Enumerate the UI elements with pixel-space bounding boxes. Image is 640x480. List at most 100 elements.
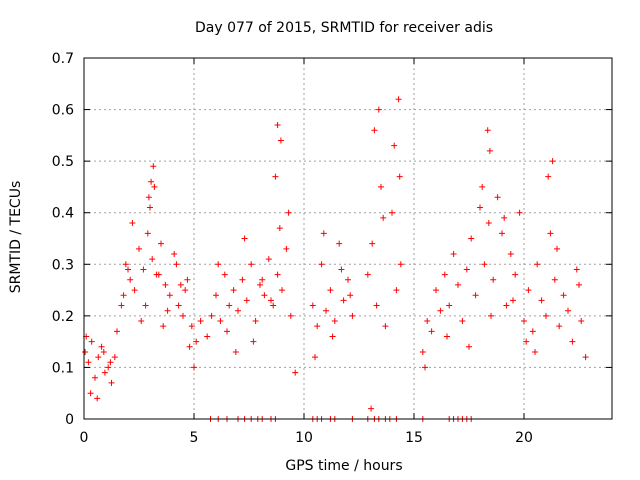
data-point — [488, 312, 494, 319]
data-point — [95, 354, 102, 361]
data-point — [576, 281, 582, 288]
data-point — [108, 379, 115, 386]
data-point — [162, 281, 169, 288]
data-point — [292, 369, 299, 376]
data-point — [486, 147, 493, 154]
data-point — [186, 343, 193, 350]
data-point — [391, 142, 398, 149]
data-point — [450, 250, 457, 257]
data-point — [277, 137, 284, 144]
data-point — [481, 261, 488, 268]
plot-frame — [83, 57, 613, 420]
data-point — [180, 312, 186, 319]
data-point — [543, 312, 549, 319]
data-point — [424, 318, 431, 325]
data-point — [472, 292, 479, 299]
data-point — [173, 261, 180, 268]
data-point — [182, 287, 189, 294]
y-tick-label: 0.5 — [52, 154, 74, 170]
data-point — [127, 276, 134, 283]
data-point — [395, 96, 402, 103]
data-point — [213, 292, 219, 299]
data-point — [136, 245, 142, 252]
data-point — [364, 271, 371, 278]
data-point — [155, 271, 162, 278]
data-point — [166, 292, 173, 299]
data-point — [382, 323, 389, 330]
data-point — [551, 276, 558, 283]
data-point — [368, 405, 375, 412]
data-point — [272, 173, 279, 180]
y-tick-label: 0.7 — [52, 51, 74, 67]
data-point — [485, 220, 492, 227]
grid — [84, 58, 612, 419]
x-tick-label: 10 — [295, 430, 313, 446]
data-point — [235, 307, 241, 314]
data-point — [226, 302, 233, 309]
data-point — [241, 235, 248, 242]
data-point — [100, 348, 107, 355]
data-point — [142, 302, 149, 309]
data-point — [248, 261, 255, 268]
data-point — [252, 318, 259, 325]
data-point — [283, 245, 290, 252]
data-point — [455, 281, 461, 288]
data-point — [243, 297, 250, 304]
data-point — [560, 292, 567, 299]
data-point — [285, 209, 292, 216]
data-point — [105, 364, 112, 371]
data-point — [371, 127, 378, 134]
data-point — [378, 183, 384, 190]
data-point — [265, 256, 272, 263]
data-point — [419, 348, 426, 355]
data-point — [323, 307, 329, 314]
data-point — [479, 183, 486, 190]
data-point — [120, 292, 127, 299]
data-point — [441, 271, 448, 278]
data-point — [184, 276, 191, 283]
data-point — [94, 395, 101, 402]
data-point — [437, 307, 444, 314]
data-point — [118, 302, 125, 309]
data-point — [340, 297, 347, 304]
data-point — [510, 297, 516, 304]
data-point — [312, 354, 318, 361]
data-point — [397, 261, 404, 268]
x-tick-label: 15 — [405, 430, 423, 446]
data-point — [88, 338, 95, 345]
data-point — [98, 343, 105, 350]
data-point — [532, 348, 538, 355]
data-point — [188, 323, 195, 330]
data-point — [345, 276, 351, 283]
data-point — [193, 338, 200, 345]
data-point — [197, 318, 204, 325]
data-point — [274, 122, 281, 129]
data-point — [177, 281, 184, 288]
data-point — [309, 302, 316, 309]
data-point — [101, 369, 108, 376]
data-point — [347, 292, 354, 299]
data-point — [375, 106, 382, 113]
data-point — [338, 266, 345, 273]
data-point — [144, 230, 151, 237]
data-point — [396, 173, 403, 180]
data-point — [215, 261, 222, 268]
data-point — [125, 266, 131, 273]
data-point — [459, 318, 466, 325]
data-point — [549, 158, 556, 165]
data-point — [250, 338, 257, 345]
data-point — [503, 302, 510, 309]
data-point — [164, 307, 171, 314]
data-point — [573, 266, 580, 273]
data-point — [565, 307, 571, 314]
data-point — [499, 230, 505, 237]
data-point — [534, 261, 541, 268]
x-tick-label: 0 — [80, 430, 89, 446]
x-axis-label: GPS time / hours — [285, 458, 402, 474]
y-axis-label: SRMTID / TECUs — [8, 181, 24, 294]
data-point — [373, 302, 380, 309]
data-point — [349, 312, 356, 319]
data-point — [268, 297, 274, 304]
data-point — [230, 287, 237, 294]
